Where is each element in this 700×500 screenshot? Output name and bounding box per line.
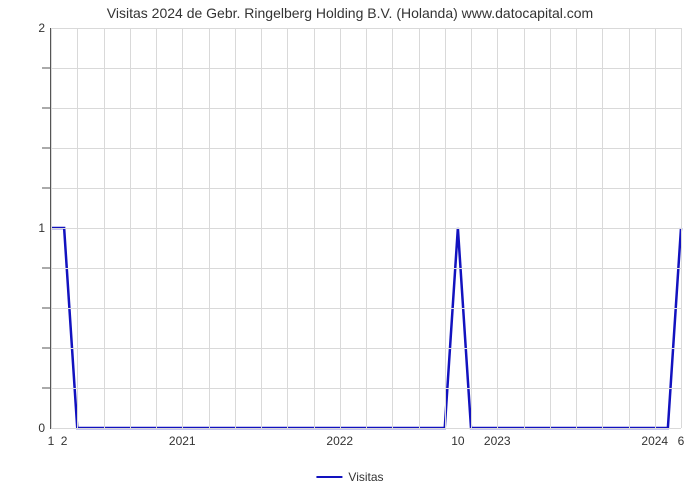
grid-line-horizontal xyxy=(51,68,681,69)
x-axis-tick-label: 6 xyxy=(678,428,685,448)
grid-line-horizontal xyxy=(51,268,681,269)
grid-line-horizontal xyxy=(51,148,681,149)
legend: Visitas xyxy=(316,470,383,484)
x-axis-tick-label: 2022 xyxy=(326,428,353,448)
grid-line-horizontal xyxy=(51,188,681,189)
grid-line-horizontal xyxy=(51,428,681,429)
y-axis-minor-tick xyxy=(42,388,51,389)
y-axis-minor-tick xyxy=(42,68,51,69)
chart-container: Visitas 2024 de Gebr. Ringelberg Holding… xyxy=(0,0,700,500)
grid-line-vertical xyxy=(681,28,682,428)
x-axis-tick-label: 2021 xyxy=(169,428,196,448)
y-axis-minor-tick xyxy=(42,308,51,309)
chart-title: Visitas 2024 de Gebr. Ringelberg Holding… xyxy=(0,5,700,21)
grid-line-horizontal xyxy=(51,28,681,29)
y-axis-minor-tick xyxy=(42,188,51,189)
grid-line-horizontal xyxy=(51,108,681,109)
y-axis-minor-tick xyxy=(42,108,51,109)
x-axis-tick-label: 1 xyxy=(48,428,55,448)
legend-swatch xyxy=(316,476,342,478)
y-axis-tick-label: 2 xyxy=(38,21,51,35)
grid-line-horizontal xyxy=(51,348,681,349)
x-axis-tick-label: 2 xyxy=(61,428,68,448)
grid-line-horizontal xyxy=(51,228,681,229)
y-axis-minor-tick xyxy=(42,148,51,149)
plot-area: 012122021202210202320246 xyxy=(50,28,681,429)
x-axis-tick-label: 10 xyxy=(451,428,464,448)
y-axis-minor-tick xyxy=(42,268,51,269)
y-axis-tick-label: 1 xyxy=(38,221,51,235)
x-axis-tick-label: 2023 xyxy=(484,428,511,448)
y-axis-minor-tick xyxy=(42,348,51,349)
x-axis-tick-label: 2024 xyxy=(641,428,668,448)
grid-line-horizontal xyxy=(51,388,681,389)
legend-label: Visitas xyxy=(348,470,383,484)
grid-line-horizontal xyxy=(51,308,681,309)
